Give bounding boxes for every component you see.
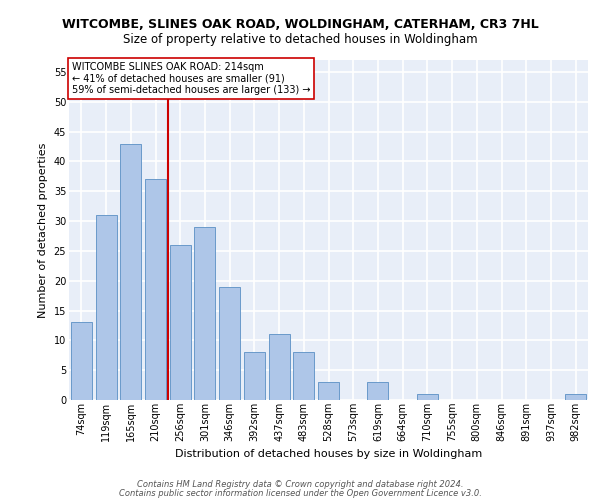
Bar [95,215,116,400]
Bar [318,382,339,400]
Bar [145,180,166,400]
Bar [367,382,388,400]
X-axis label: Distribution of detached houses by size in Woldingham: Distribution of detached houses by size … [175,449,482,459]
Bar [219,286,240,400]
Text: WITCOMBE, SLINES OAK ROAD, WOLDINGHAM, CATERHAM, CR3 7HL: WITCOMBE, SLINES OAK ROAD, WOLDINGHAM, C… [62,18,538,30]
Bar [120,144,141,400]
Text: Contains HM Land Registry data © Crown copyright and database right 2024.: Contains HM Land Registry data © Crown c… [137,480,463,489]
Bar [244,352,265,400]
Bar [194,227,215,400]
Text: WITCOMBE SLINES OAK ROAD: 214sqm
← 41% of detached houses are smaller (91)
59% o: WITCOMBE SLINES OAK ROAD: 214sqm ← 41% o… [71,62,310,95]
Bar [565,394,586,400]
Text: Size of property relative to detached houses in Woldingham: Size of property relative to detached ho… [122,32,478,46]
Bar [293,352,314,400]
Bar [269,334,290,400]
Y-axis label: Number of detached properties: Number of detached properties [38,142,48,318]
Bar [417,394,438,400]
Bar [71,322,92,400]
Bar [170,245,191,400]
Text: Contains public sector information licensed under the Open Government Licence v3: Contains public sector information licen… [119,488,481,498]
